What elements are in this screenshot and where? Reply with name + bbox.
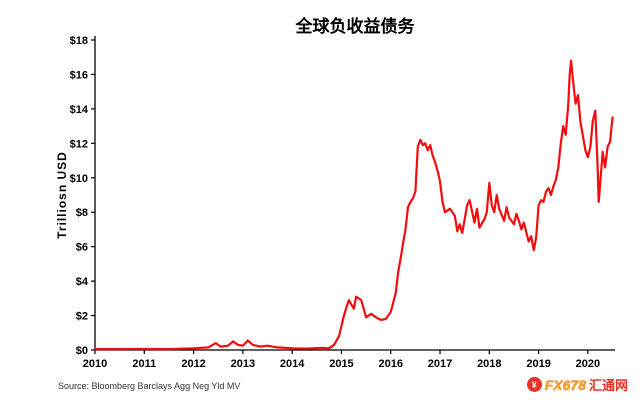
y-tick-label: $16 bbox=[70, 69, 88, 81]
source-note: Source: Bloomberg Barclays Agg Neg Yld M… bbox=[58, 381, 241, 391]
y-tick-label: $14 bbox=[70, 104, 89, 116]
y-tick-label: $18 bbox=[70, 35, 88, 47]
x-tick-label: 2010 bbox=[83, 358, 107, 370]
x-tick-label: 2017 bbox=[428, 358, 452, 370]
x-tick-label: 2016 bbox=[378, 358, 402, 370]
fx678-logo-icon: ¥ bbox=[526, 377, 542, 392]
fx678-logo: ¥ FX678 汇通网 bbox=[526, 375, 628, 394]
x-tick-label: 2012 bbox=[181, 358, 205, 370]
y-tick-label: $12 bbox=[70, 138, 88, 150]
fx678-logo-cn-text: 汇通网 bbox=[588, 378, 628, 393]
x-tick-label: 2019 bbox=[526, 358, 550, 370]
y-tick-label: $6 bbox=[76, 242, 88, 254]
y-tick-label: $0 bbox=[76, 345, 88, 357]
chart-title: 全球负收益债务 bbox=[295, 17, 415, 36]
x-tick-label: 2015 bbox=[329, 358, 353, 370]
x-tick-label: 2013 bbox=[231, 358, 255, 370]
x-tick-label: 2020 bbox=[576, 358, 600, 370]
y-tick-label: $4 bbox=[76, 276, 89, 288]
x-tick-label: 2014 bbox=[280, 358, 305, 370]
y-tick-label: $10 bbox=[70, 173, 88, 185]
fx678-logo-text: FX678 bbox=[544, 376, 586, 393]
data-line bbox=[93, 59, 614, 351]
y-tick-label: $8 bbox=[76, 207, 88, 219]
x-tick-label: 2011 bbox=[132, 358, 156, 370]
x-tick-label: 2018 bbox=[477, 358, 501, 370]
y-tick-label: $2 bbox=[76, 311, 88, 323]
